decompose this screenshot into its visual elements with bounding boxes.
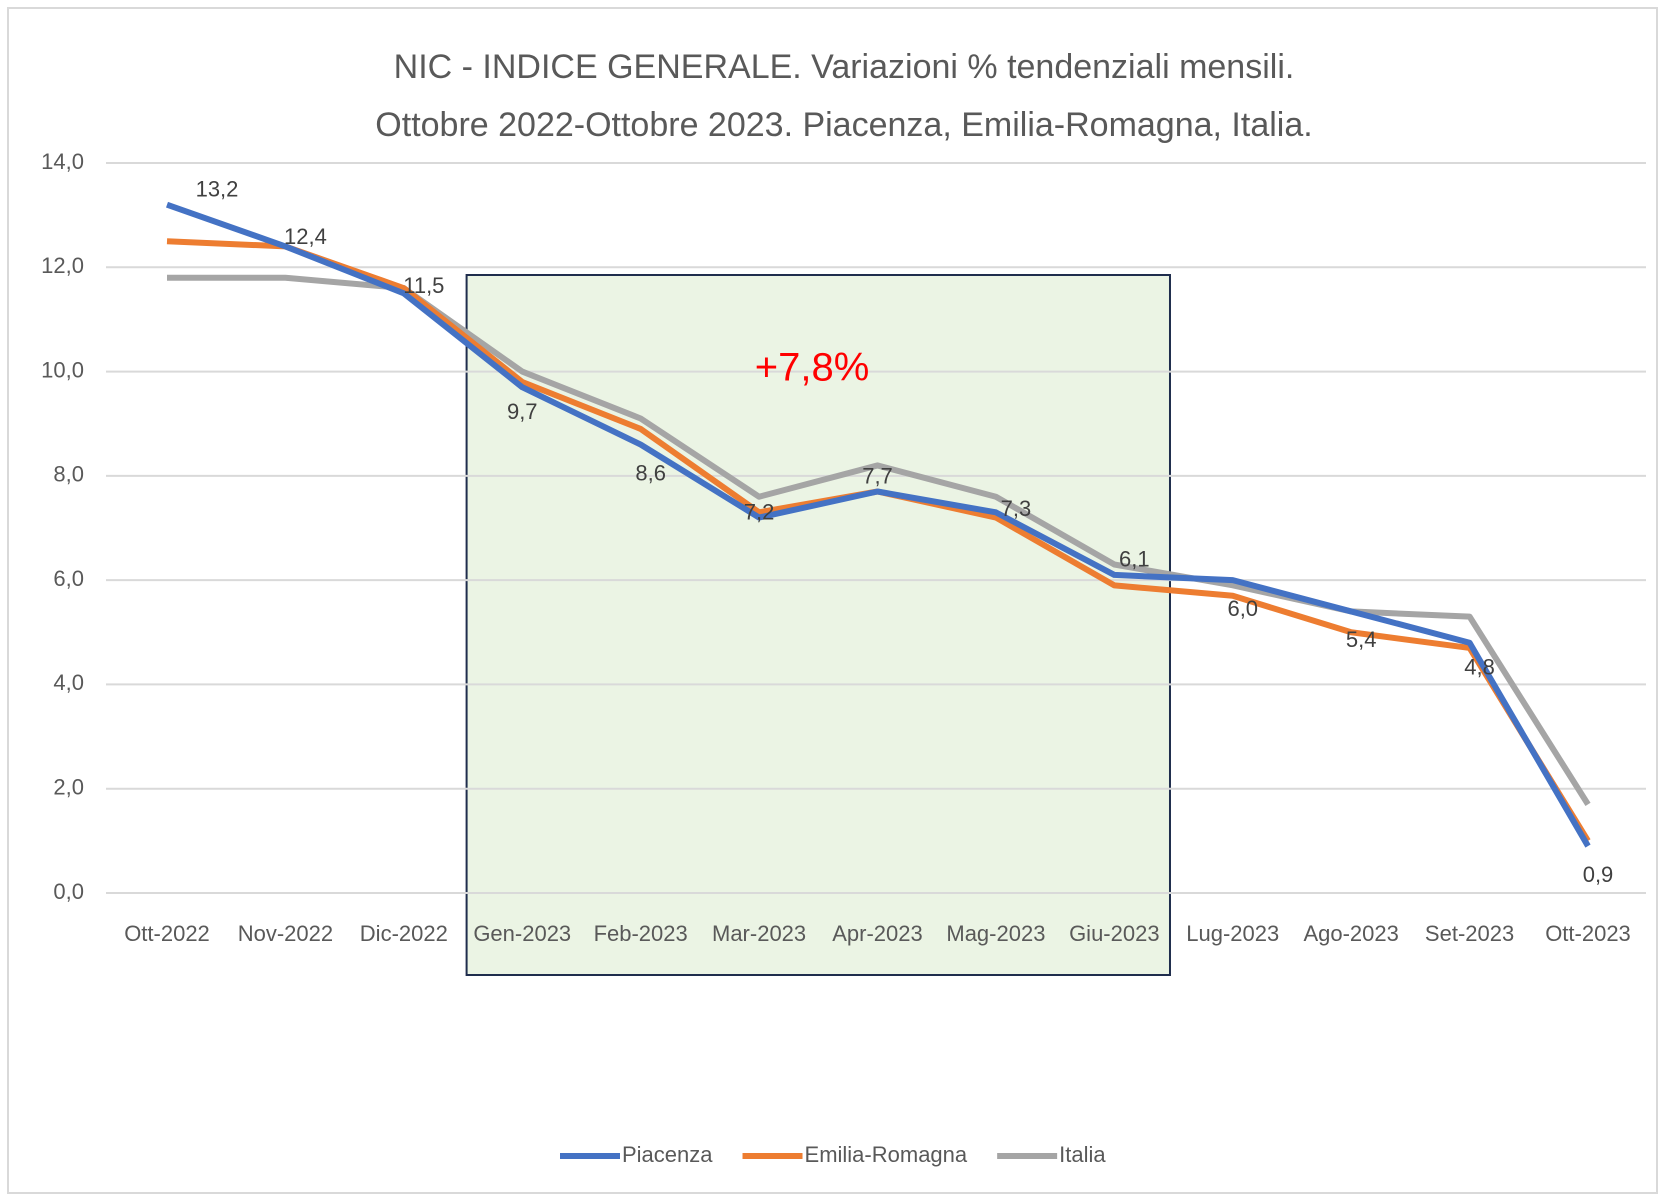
y-tick-label: 8,0 (53, 462, 84, 487)
x-tick-label: Ago-2023 (1303, 921, 1398, 946)
data-label: 6,0 (1227, 596, 1258, 621)
y-tick-label: 12,0 (41, 253, 84, 278)
x-tick-label: Gen-2023 (473, 921, 571, 946)
x-tick-label: Apr-2023 (832, 921, 923, 946)
data-label: 12,4 (284, 224, 327, 249)
y-tick-label: 4,0 (53, 670, 84, 695)
x-tick-label: Ott-2022 (124, 921, 210, 946)
annotation: +7,8% (755, 346, 870, 390)
data-label: 13,2 (196, 177, 239, 202)
x-tick-label: Mar-2023 (712, 921, 806, 946)
x-tick-label: Set-2023 (1425, 921, 1514, 946)
x-tick-label: Dic-2022 (360, 921, 448, 946)
series-line (166, 201, 1591, 848)
chart-subtitle: Ottobre 2022-Ottobre 2023. Piacenza, Emi… (375, 106, 1312, 144)
data-label: 11,5 (403, 273, 444, 298)
highlight-box (465, 274, 1171, 976)
data-label: 7,2 (744, 499, 775, 524)
legend-label: Italia (1059, 1142, 1106, 1167)
data-label: 4,8 (1464, 655, 1495, 680)
x-tick-label: Ott-2023 (1545, 921, 1631, 946)
legend-item: Piacenza (560, 1142, 713, 1167)
legend-label: Piacenza (622, 1142, 713, 1167)
y-tick-label: 0,0 (53, 879, 84, 904)
x-tick-label: Lug-2023 (1186, 921, 1279, 946)
y-tick-label: 2,0 (53, 775, 84, 800)
y-tick-label: 14,0 (41, 149, 84, 174)
x-tick-label: Giu-2023 (1069, 921, 1160, 946)
legend-item: Emilia-Romagna (742, 1142, 968, 1167)
y-tick-label: 10,0 (41, 357, 84, 382)
x-tick-label: Mag-2023 (946, 921, 1045, 946)
data-label: 0,9 (1583, 862, 1614, 887)
x-tick-label: Feb-2023 (594, 921, 688, 946)
chart-title: NIC - INDICE GENERALE. Variazioni % tend… (394, 48, 1295, 86)
data-label: 7,3 (1001, 496, 1032, 521)
data-label: 6,1 (1119, 547, 1150, 572)
data-label: 5,4 (1346, 627, 1377, 652)
legend-label: Emilia-Romagna (805, 1142, 968, 1167)
data-label: 8,6 (635, 460, 666, 485)
x-tick-label: Nov-2022 (238, 921, 333, 946)
data-label: 9,7 (507, 399, 538, 424)
data-label: 7,7 (862, 463, 893, 488)
y-tick-label: 6,0 (53, 566, 84, 591)
legend-item: Italia (997, 1142, 1106, 1167)
